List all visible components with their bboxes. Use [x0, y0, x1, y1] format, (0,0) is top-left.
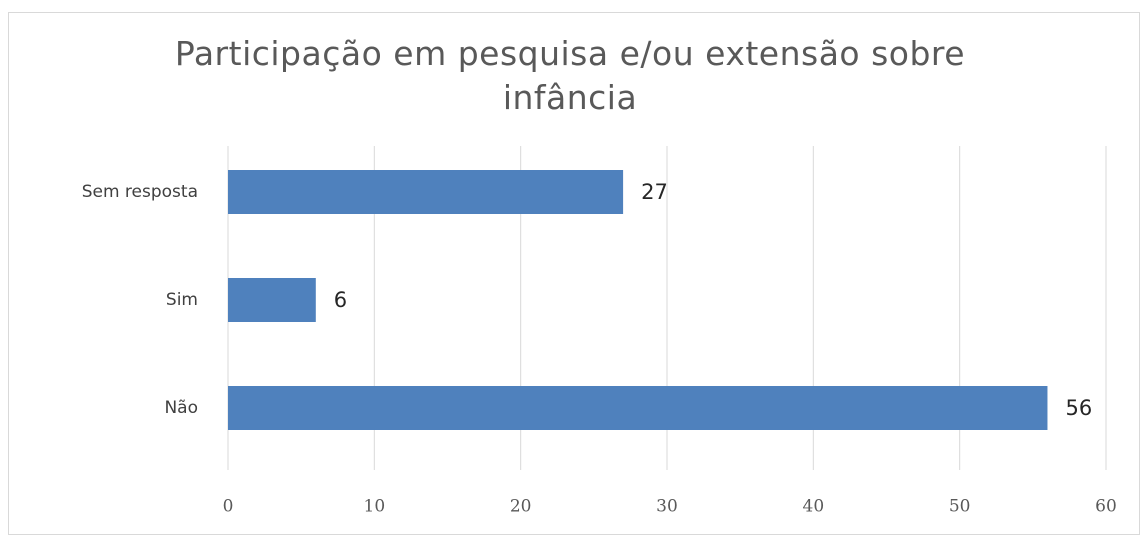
x-tick-label: 40	[803, 497, 825, 517]
x-tick-label: 30	[656, 497, 678, 517]
x-tick-label: 20	[510, 497, 532, 517]
chart-title: Participação em pesquisa e/ou extensão s…	[174, 34, 966, 117]
bar	[228, 278, 316, 322]
bar	[228, 386, 1048, 430]
value-label: 27	[641, 180, 668, 204]
chart-border	[8, 12, 1140, 535]
x-tick-label: 0	[223, 497, 234, 517]
y-tick-label: Sim	[166, 290, 198, 310]
y-tick-label: Sem resposta	[82, 182, 198, 202]
bar	[228, 170, 624, 214]
x-tick-label: 10	[364, 497, 386, 517]
y-tick-label: Não	[164, 398, 198, 418]
x-tick-label: 60	[1095, 497, 1117, 517]
value-label: 56	[1065, 396, 1092, 420]
x-tick-label: 50	[949, 497, 971, 517]
value-label: 6	[334, 288, 347, 312]
